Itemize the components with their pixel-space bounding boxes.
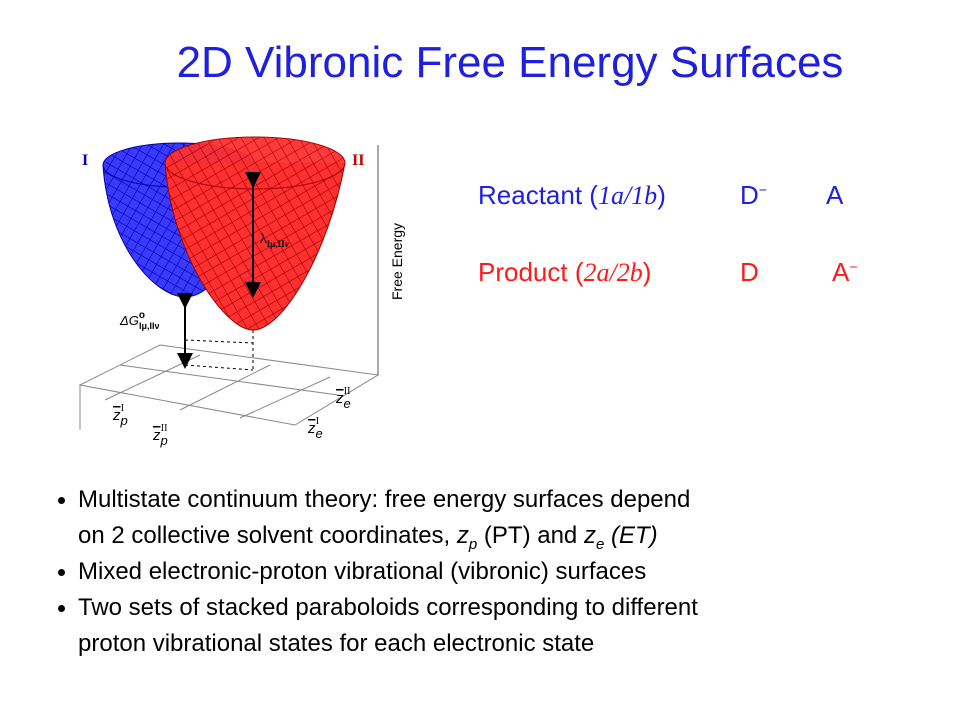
symbol: z [335, 390, 344, 407]
variable: z [583, 522, 596, 549]
text: (PT) and [477, 522, 584, 549]
label: Reactant ( [478, 180, 598, 210]
variable: z [456, 522, 469, 549]
acceptor-text: A [832, 257, 850, 287]
bullet-text: Multistate continuum theory: free energy… [78, 486, 691, 513]
label: Product ( [478, 257, 584, 287]
symbol: z [307, 420, 316, 437]
slide-title: 2D Vibronic Free Energy Surfaces [176, 38, 844, 87]
subscript: e [595, 535, 605, 553]
subscript: e [316, 426, 323, 441]
superscript: II [344, 386, 351, 397]
coordinate-label: zpI [112, 403, 128, 428]
superscript: I [316, 416, 319, 427]
donor-text: D [740, 257, 759, 287]
donor: D [740, 257, 759, 288]
figure: I II Free Energy λIμ,IIν ΔGo Iμ,IIν zpIzp… [78, 136, 405, 448]
delta-g-label: ΔGo Iμ,IIν [119, 310, 159, 331]
state-index: 1a/1b [597, 181, 658, 210]
text: (ET) [604, 522, 658, 549]
symbol: z [152, 427, 161, 444]
acceptor: A− [832, 257, 858, 288]
bullet-dot [58, 605, 65, 612]
bullet-text: on 2 collective solvent coordinates, zp … [78, 518, 658, 563]
bullet-text: Mixed electronic-proton vibrational (vib… [78, 558, 647, 585]
subscript: p [468, 535, 478, 553]
close: ) [657, 180, 666, 210]
subscript: p [160, 433, 168, 448]
subscript: p [120, 413, 128, 428]
state-index: 2a/2b [583, 258, 643, 287]
subscript: Iμ,IIν [139, 321, 160, 331]
donor: D− [740, 180, 767, 211]
symbol: z [112, 407, 121, 424]
symbol: ΔG [119, 313, 139, 328]
acceptor-text: A [826, 180, 844, 210]
bullet-dot [58, 569, 65, 576]
subscript: Iμ,IIν [267, 239, 289, 249]
superscript: I [121, 403, 124, 414]
donor-text: D [740, 180, 759, 210]
subscript: e [344, 396, 351, 411]
bullet-dot [58, 497, 65, 504]
surface-label: II [352, 152, 364, 169]
axis-label: Free Energy [389, 223, 405, 300]
surface-label: I [82, 152, 88, 169]
coordinate-label: zpII [152, 423, 168, 448]
coordinate-label: zeI [307, 416, 323, 441]
acceptor: A [826, 180, 843, 211]
lambda-label: λIμ,IIν [260, 232, 289, 249]
bullet-text: Two sets of stacked paraboloids correspo… [78, 594, 698, 621]
symbol: λ [260, 232, 267, 247]
coordinate-label: zeII [335, 386, 351, 411]
charge: − [849, 258, 858, 275]
superscript: II [161, 423, 168, 434]
superscript: o [139, 310, 145, 321]
bullet-text: proton vibrational states for each elect… [78, 630, 595, 657]
state-label: Reactant (1a/1b) [478, 180, 666, 211]
text: on 2 collective solvent coordinates, [78, 522, 457, 549]
charge: − [758, 181, 767, 198]
state-label: Product (2a/2b) [478, 257, 651, 288]
close: ) [642, 257, 652, 287]
